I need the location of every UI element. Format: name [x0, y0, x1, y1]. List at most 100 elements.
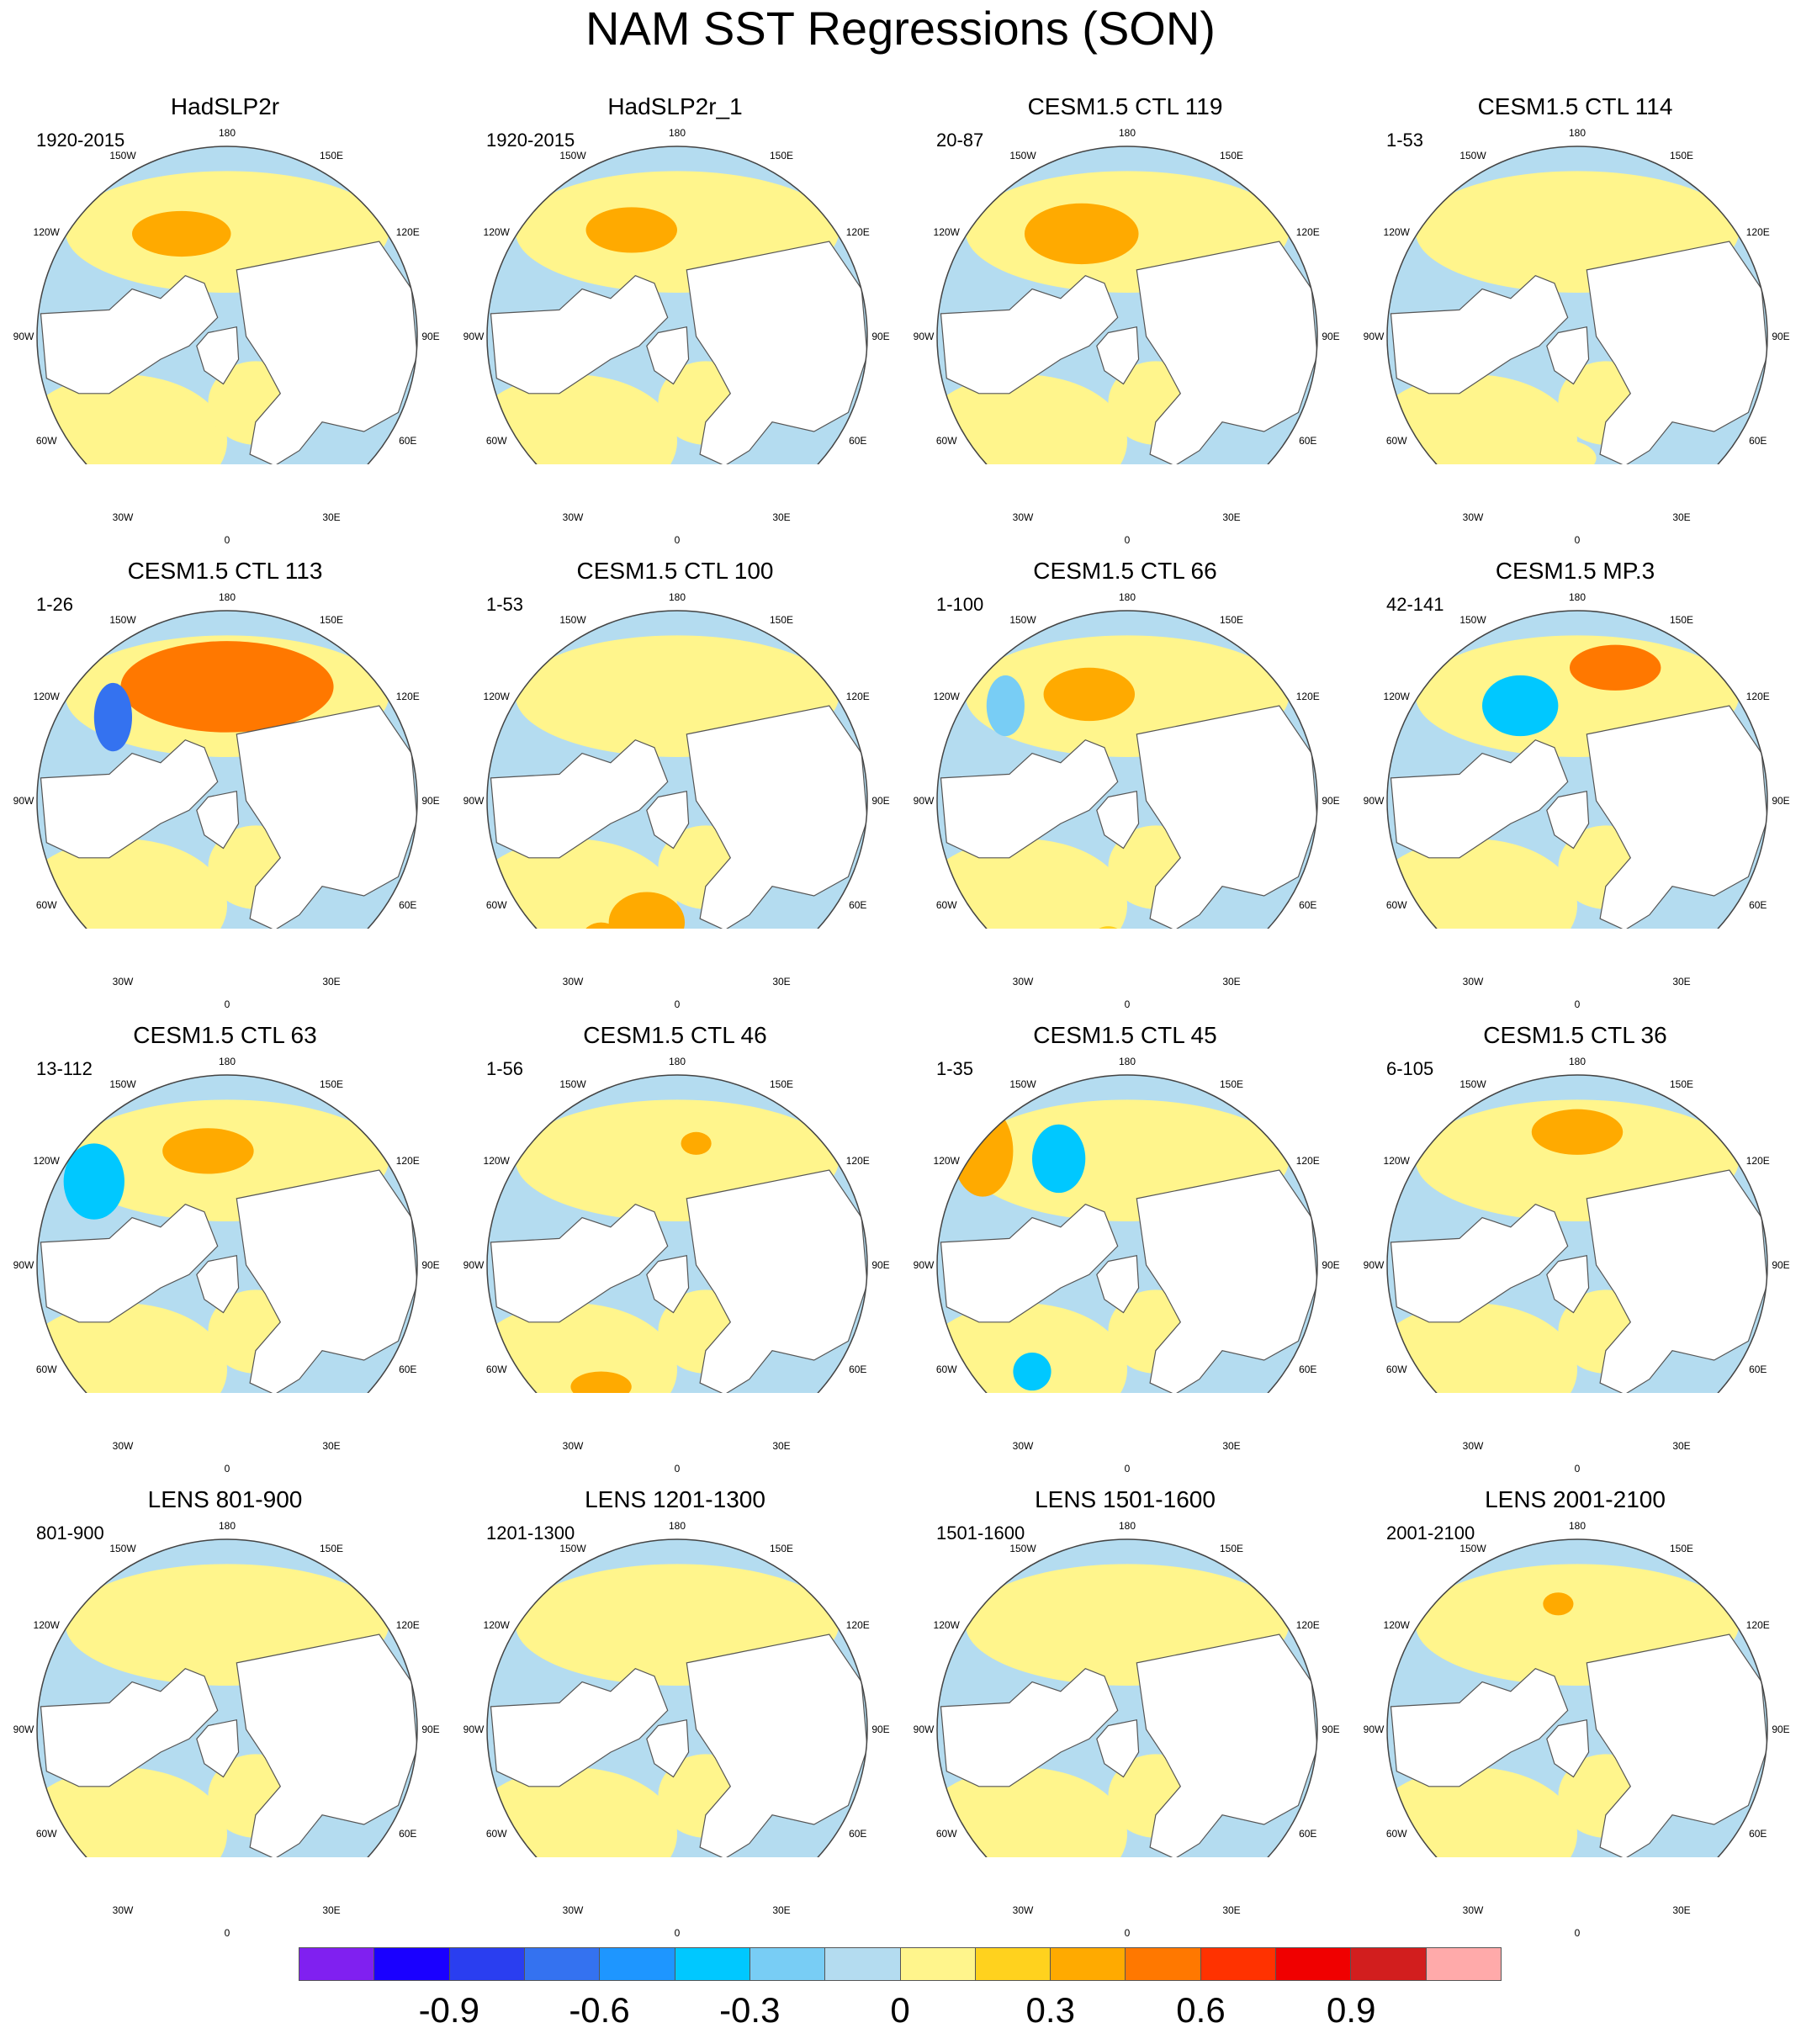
longitude-label: 120W [933, 1619, 960, 1631]
longitude-label: 120E [1295, 226, 1320, 238]
warm-anomaly-blob [1531, 1109, 1624, 1155]
land-mass [236, 705, 417, 929]
panel-title: CESM1.5 CTL 45 [1033, 1022, 1217, 1048]
longitude-label: 90E [1322, 1724, 1340, 1735]
longitude-label: 120W [33, 226, 60, 238]
colorbar-box [900, 1948, 976, 1980]
warm-anomaly-region [487, 1303, 677, 1393]
panel-title: LENS 1501-1600 [1035, 1486, 1216, 1512]
longitude-label: 0 [1574, 998, 1581, 1010]
polar-map [36, 1074, 418, 1393]
land-mass [40, 1668, 219, 1787]
colorbar-box [1426, 1948, 1501, 1980]
warm-anomaly-blob [1024, 203, 1139, 265]
colorbar-tick-label: -0.6 [569, 1990, 630, 2030]
longitude-label: 180 [218, 127, 236, 139]
longitude-label: 60E [849, 1364, 867, 1375]
map-border [936, 1538, 1318, 1857]
land-mass [1096, 326, 1140, 385]
map-border [1386, 1538, 1768, 1857]
cool-anomaly-blob [93, 682, 132, 752]
land-mass [1136, 1634, 1317, 1857]
warm-anomaly-blob [1520, 439, 1597, 464]
longitude-label: 180 [1568, 127, 1586, 139]
warm-anomaly-region [487, 839, 677, 929]
longitude-label: 30W [112, 975, 134, 988]
colorbar-box [1051, 1948, 1126, 1980]
warm-anomaly-region [1387, 839, 1577, 929]
longitude-label: 150E [319, 1078, 344, 1091]
longitude-label: 60W [1385, 1828, 1407, 1840]
land-mass [1546, 790, 1590, 850]
longitude-label: 30E [772, 1904, 791, 1916]
longitude-label: 30W [1462, 1904, 1484, 1916]
map-border [36, 1074, 418, 1393]
longitude-label: 30E [1222, 1439, 1241, 1452]
panel-period: 1-53 [486, 594, 524, 615]
longitude-label: 150W [109, 1543, 136, 1555]
longitude-label: 0 [224, 1927, 230, 1939]
warm-anomaly-blob [1569, 644, 1661, 691]
panel-title: LENS 801-900 [147, 1486, 303, 1512]
longitude-label: 120W [1383, 1619, 1410, 1631]
map-panel: CESM1.5 CTL 114 1-53 180 150E 120E 90E 60E 30E 0… [1350, 0, 1800, 546]
warm-anomaly-blob [681, 1131, 712, 1155]
map-border [486, 1074, 868, 1393]
land-mass [1390, 275, 1569, 395]
longitude-label: 90W [913, 795, 935, 807]
longitude-label: 120E [845, 226, 870, 238]
longitude-label: 60W [485, 435, 507, 447]
land-mass [686, 1169, 867, 1393]
warm-anomaly-region [37, 839, 227, 929]
longitude-label: 150W [1009, 1078, 1036, 1091]
warm-anomaly-blob [1706, 177, 1752, 208]
map-border [36, 610, 418, 929]
colorbar-tick-label: 0.3 [1025, 1990, 1075, 2030]
longitude-label: 120E [845, 1619, 870, 1631]
warm-anomaly-region [487, 1767, 677, 1857]
longitude-label: 150W [1009, 1543, 1036, 1555]
land-mass [1546, 1718, 1590, 1778]
land-mass [196, 326, 240, 385]
longitude-label: 0 [674, 998, 681, 1010]
longitude-label: 180 [1568, 591, 1586, 603]
longitude-label: 60W [35, 1828, 57, 1840]
panel-title: CESM1.5 CTL 114 [1477, 93, 1673, 119]
warm-anomaly-region [1387, 1767, 1577, 1857]
warm-anomaly-blob [1043, 667, 1136, 722]
longitude-label: 120E [395, 226, 420, 238]
longitude-label: 120E [395, 1619, 420, 1631]
map-border [936, 610, 1318, 929]
longitude-label: 120E [1745, 1619, 1770, 1631]
land-mass [1096, 1254, 1140, 1314]
panel-period: 1-56 [486, 1058, 524, 1079]
panel-period: 1920-2015 [36, 130, 125, 151]
longitude-label: 90E [871, 795, 890, 807]
panel-title: CESM1.5 CTL 100 [576, 558, 774, 584]
map-panel: CESM1.5 CTL 66 1-100 180 150E 120E 90E 60E 30E 0… [900, 464, 1350, 1010]
longitude-label: 90E [1322, 1259, 1340, 1271]
polar-map [1386, 1538, 1768, 1857]
land-mass [1390, 1204, 1569, 1323]
longitude-label: 0 [1574, 534, 1581, 546]
longitude-label: 30E [1672, 511, 1691, 523]
longitude-label: 60W [35, 899, 57, 911]
colorbar-box [1351, 1948, 1427, 1980]
land-mass [236, 241, 417, 464]
longitude-label: 60W [1385, 1364, 1407, 1375]
longitude-label: 180 [668, 1520, 686, 1532]
land-mass [490, 739, 669, 859]
warm-anomaly-blob [608, 892, 686, 929]
longitude-label: 0 [1124, 998, 1131, 1010]
longitude-label: 30W [562, 1904, 584, 1916]
longitude-label: 90E [871, 1724, 890, 1735]
longitude-label: 180 [1118, 1056, 1136, 1067]
longitude-label: 60W [935, 899, 957, 911]
panel-period: 1-53 [1386, 130, 1424, 151]
longitude-label: 90W [13, 1259, 34, 1271]
longitude-label: 90W [1363, 795, 1385, 807]
panel-title: CESM1.5 CTL 63 [133, 1022, 317, 1048]
colorbar-box [1126, 1948, 1201, 1980]
longitude-label: 90E [1772, 795, 1790, 807]
longitude-label: 30E [322, 1904, 341, 1916]
